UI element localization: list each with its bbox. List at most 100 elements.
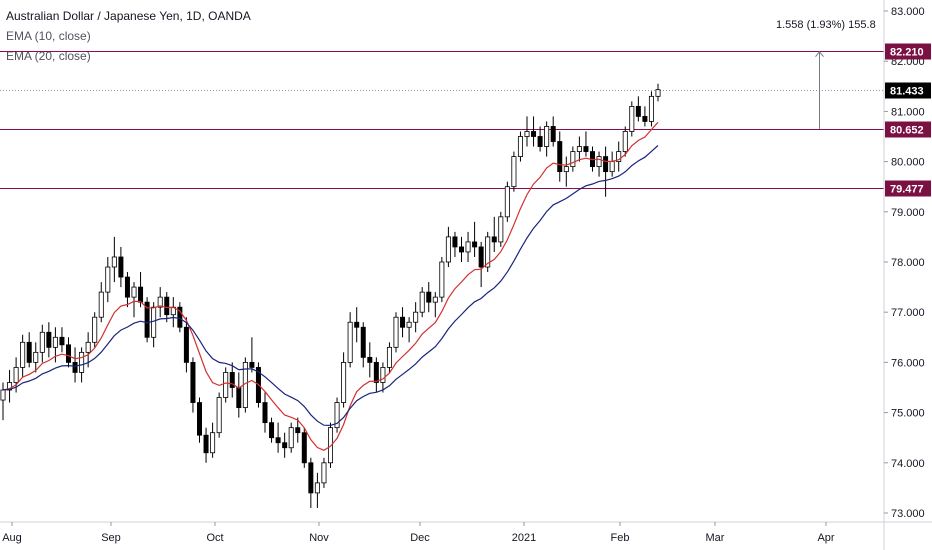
candle (262, 392, 268, 433)
time-axis[interactable]: Aug Sep Oct Nov Dec 2021 Feb Mar Apr (0, 521, 932, 544)
candles (0, 83, 661, 508)
candle (622, 126, 628, 157)
candle (609, 151, 615, 177)
x-tick-label: Feb (611, 532, 630, 544)
candle (432, 292, 438, 318)
candle (341, 352, 347, 408)
candle (544, 121, 550, 157)
candle (269, 417, 275, 443)
candle (419, 287, 425, 318)
candle (157, 287, 163, 318)
candle (642, 106, 648, 127)
candle (7, 369, 13, 403)
y-tick-label: 76.000 (891, 357, 925, 369)
candle (452, 231, 458, 257)
candle (196, 397, 202, 443)
candle (210, 422, 216, 458)
level-price-tag: 80.652 (885, 121, 931, 138)
ema20-line (2, 145, 659, 427)
candle (557, 131, 563, 182)
candle (616, 141, 622, 172)
candle (413, 302, 419, 333)
candle (118, 246, 124, 288)
candle (478, 241, 484, 288)
candle (105, 256, 111, 303)
y-tick-label: 81.000 (891, 106, 925, 118)
candle (465, 231, 471, 262)
horizontal-levels (0, 51, 884, 189)
candle (537, 126, 543, 152)
candle (66, 337, 72, 368)
candle (445, 226, 451, 268)
candle (406, 317, 412, 343)
candle (183, 317, 189, 373)
candle (347, 312, 353, 368)
y-tick-label: 79.000 (891, 207, 925, 219)
candle (190, 357, 196, 413)
y-tick-label: 78.000 (891, 257, 925, 269)
candle (85, 332, 91, 368)
candle (491, 216, 497, 252)
chart-legend: Australian Dollar / Japanese Yen, 1D, OA… (6, 6, 251, 66)
candle (203, 427, 209, 463)
candle (400, 307, 406, 338)
candle (360, 322, 366, 368)
candle (275, 422, 281, 453)
candle (170, 297, 176, 328)
x-tick-label: 2021 (512, 532, 536, 544)
candle (563, 156, 569, 187)
level-price-tag: 82.210 (885, 43, 931, 60)
x-tick-label: Aug (2, 532, 22, 544)
measure-label: 1.558 (1.93%) 155.8 (776, 19, 876, 31)
candle (603, 146, 609, 197)
candle (576, 136, 582, 162)
candle (229, 362, 235, 398)
candle (439, 256, 445, 303)
svg-text:79.477: 79.477 (890, 184, 924, 196)
candle (531, 116, 537, 147)
candle (393, 312, 399, 353)
candle (367, 342, 373, 378)
candle (511, 151, 517, 192)
candle (321, 457, 327, 488)
candle (426, 282, 432, 313)
candle (111, 236, 117, 283)
x-tick-label: Sep (101, 532, 121, 544)
y-tick-label: 80.000 (891, 157, 925, 169)
x-tick-label: Apr (817, 532, 834, 544)
candle (39, 324, 45, 363)
candle (301, 427, 307, 468)
candle (334, 397, 340, 433)
candle (223, 367, 229, 403)
candle (151, 302, 157, 348)
candle (249, 337, 255, 373)
candle (354, 307, 360, 343)
y-tick-label: 83.000 (891, 6, 925, 18)
candle (570, 146, 576, 172)
svg-text:80.652: 80.652 (890, 125, 924, 137)
candle (33, 342, 39, 373)
candle (596, 151, 602, 177)
x-tick-label: Dec (410, 532, 430, 544)
candle (177, 302, 183, 333)
candle (550, 116, 556, 147)
candle (295, 417, 301, 443)
candle (629, 101, 635, 137)
candle (373, 357, 379, 393)
candle (504, 181, 510, 222)
candle (216, 392, 222, 438)
candle (648, 91, 654, 127)
candle (124, 272, 130, 308)
candle (583, 131, 589, 157)
candle (20, 334, 26, 378)
candle (472, 221, 478, 257)
svg-text:81.433: 81.433 (890, 86, 924, 98)
candle (308, 457, 314, 508)
candle (288, 422, 294, 453)
price-axis[interactable]: 83.00082.00081.00080.00079.00078.00077.0… (883, 0, 931, 550)
candle (59, 327, 65, 353)
x-tick-label: Nov (309, 532, 329, 544)
candle (635, 96, 641, 122)
measure-arrow (815, 50, 824, 129)
